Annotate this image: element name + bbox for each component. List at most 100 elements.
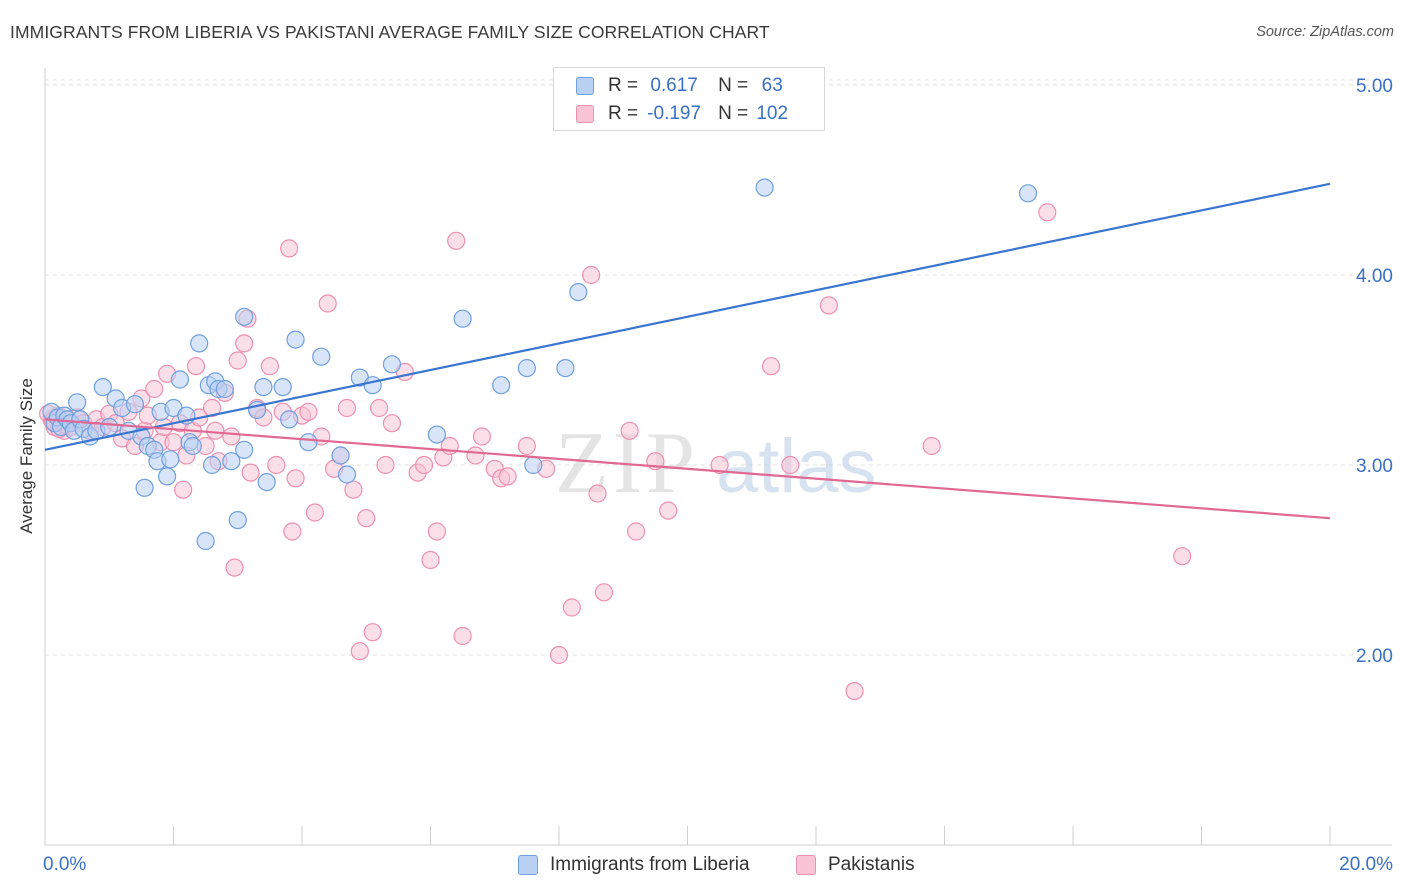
liberia-point [170, 370, 190, 389]
liberia-point [161, 450, 180, 469]
pakistani-point [626, 522, 646, 541]
pakistani-point [498, 467, 517, 486]
liberia-point [286, 330, 305, 349]
liberia-point [382, 355, 402, 374]
pakistani-point [819, 296, 838, 315]
pakistani-point [283, 522, 302, 541]
liberia-point [755, 178, 774, 197]
liberia-point [202, 455, 222, 475]
liberia-point [222, 452, 241, 471]
pakistani-point [357, 509, 376, 528]
pakistani-point [222, 427, 241, 446]
pakistani-point [781, 455, 800, 475]
pakistani-point [1173, 547, 1192, 566]
x-tick-label-start: 0.0% [43, 854, 86, 875]
pakistani-point [267, 455, 286, 475]
pakistani-point [370, 398, 389, 418]
pakistani-point [659, 501, 678, 520]
r-label: R = [608, 103, 639, 124]
pakistani-point [620, 421, 639, 440]
pakistani-point [280, 239, 299, 258]
liberia-point [453, 309, 472, 328]
pakistani-point [225, 558, 244, 577]
pakistani-point [466, 446, 485, 465]
liberia-point [100, 417, 119, 437]
y-tick-label-2: 4.00 [1356, 266, 1393, 287]
liberia-point [331, 446, 350, 465]
pakistani-point [922, 436, 941, 456]
liberia-point [190, 334, 209, 353]
stats-legend-row-liberia: R = 0.617 N = 63 [576, 73, 796, 99]
pakistani-point [228, 351, 247, 370]
pakistani-point [344, 480, 363, 499]
pakistani-point [260, 357, 279, 376]
n-value-pakistani: 102 [756, 103, 789, 124]
liberia-point [254, 378, 273, 397]
pakistani-point [145, 379, 164, 399]
pakistani-point [363, 623, 382, 642]
chart-title: IMMIGRANTS FROM LIBERIA VS PAKISTANI AVE… [10, 22, 770, 42]
pakistani-point [453, 626, 472, 646]
pakistani-point [376, 455, 395, 475]
liberia-point [280, 410, 299, 429]
liberia-point [427, 425, 447, 444]
liberia-points [42, 178, 1038, 551]
pakistani-point [164, 433, 183, 452]
liberia-point [196, 531, 215, 551]
pakistani-point [414, 455, 434, 475]
liberia-point [363, 376, 382, 395]
pakistani-point [241, 463, 260, 482]
pakistani-point [582, 265, 601, 285]
r-value-pakistani: -0.197 [647, 103, 702, 124]
legend-label-pakistani: Pakistanis [828, 854, 915, 875]
pakistani-point [562, 598, 581, 617]
liberia-point [235, 440, 254, 459]
liberia-point [93, 378, 112, 397]
stats-legend-row-pakistani: R = -0.197 N = 102 [576, 101, 796, 127]
liberia-point [235, 307, 254, 326]
liberia-point [125, 395, 145, 414]
pakistani-point [337, 398, 357, 418]
pakistani-point [472, 427, 491, 446]
pakistani-point [421, 550, 440, 570]
liberia-point [312, 347, 331, 366]
liberia-point [569, 283, 588, 302]
legend-swatch-liberia [518, 855, 538, 875]
pakistani-point [350, 642, 369, 661]
source-label: Source: ZipAtlas.com [1256, 24, 1394, 40]
liberia-point [524, 455, 543, 475]
pakistani-point [174, 480, 193, 499]
y-tick-label-1: 3.00 [1356, 456, 1393, 477]
y-tick-label-0: 2.00 [1356, 646, 1393, 667]
pakistani-point [1038, 203, 1057, 222]
axes [44, 68, 1392, 846]
liberia-point [273, 378, 292, 397]
liberia-point [183, 436, 202, 456]
stats-legend: R = 0.617 N = 63 R = -0.197 N = 102 [553, 67, 825, 131]
trend-lines [44, 182, 1331, 520]
r-value-liberia: 0.617 [650, 75, 698, 96]
liberia-point [337, 465, 357, 484]
gridlines [45, 79, 1392, 656]
pakistani-point [299, 402, 318, 421]
pakistani-point [710, 455, 729, 475]
legend-item-pakistani: Pakistanis [796, 852, 915, 878]
liberia-point [299, 433, 318, 452]
liberia-point [228, 510, 247, 530]
pakistani-point [286, 469, 305, 488]
liberia-point [157, 467, 177, 486]
pakistani-point [206, 421, 225, 440]
pakistani-point [382, 414, 402, 433]
liberia-trend-line [44, 182, 1331, 451]
y-tick-labels: 2.00 3.00 4.00 5.00 [1356, 76, 1393, 667]
pakistani-point [202, 398, 222, 418]
pakistani-point [235, 334, 254, 353]
pakistani-point [761, 357, 781, 376]
liberia-point [492, 376, 511, 395]
liberia-point [215, 379, 234, 399]
pakistani-point [517, 436, 536, 456]
liberia-point [517, 359, 536, 378]
y-axis-label: Average Family Size [17, 378, 36, 534]
liberia-point [257, 473, 276, 492]
